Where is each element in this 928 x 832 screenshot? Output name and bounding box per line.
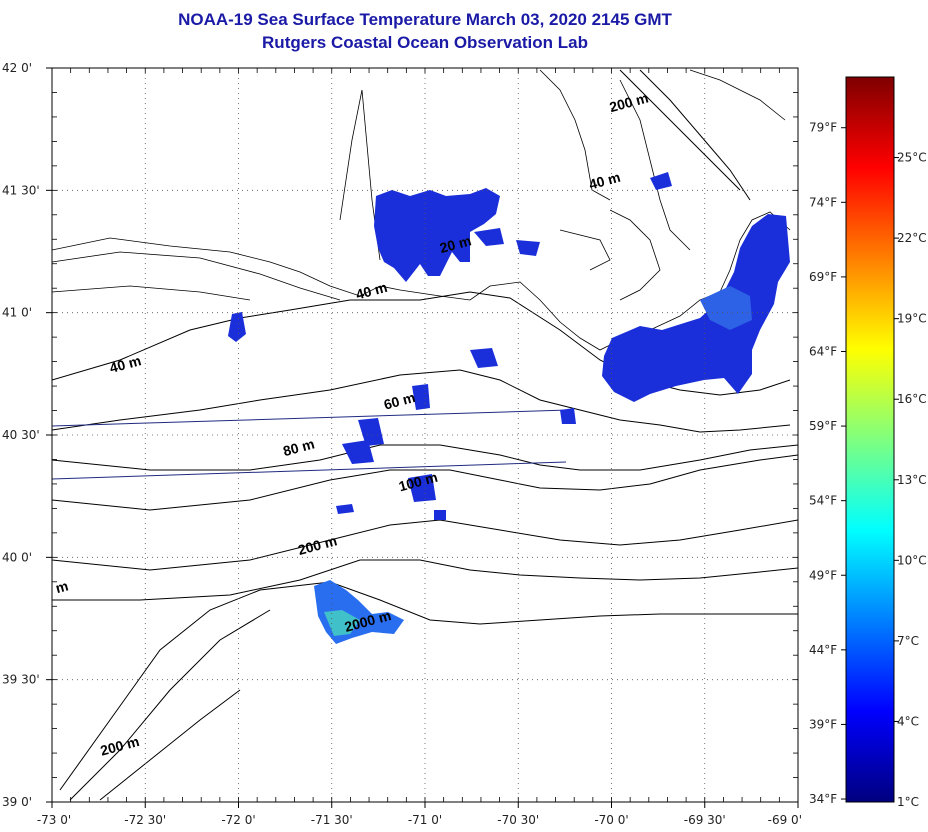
depth-label: 40 m [587,169,622,193]
celsius-label: 7°C [897,634,919,648]
sst-patch-dot-2 [434,510,446,520]
lon-tick-label: -69 0' [768,813,802,827]
coastline [52,69,791,351]
fahrenheit-label: 74°F [809,195,837,209]
lon-tick-label: -69 30' [684,813,726,827]
lon-tick-label: -71 30' [311,813,353,827]
lat-tick-label: 41 30' [2,183,40,197]
celsius-label: 13°C [897,473,927,487]
sst-data [228,172,790,644]
lat-tick-label: 39 30' [2,673,40,687]
depth-label: 40 m [354,279,389,303]
lat-tick-label: 42 0' [2,61,32,75]
fahrenheit-label: 69°F [809,270,837,284]
track-line-upper [51,409,569,427]
depth-label: 40 m [108,352,143,376]
colorbar: 34°F 39°F 44°F 49°F 54°F 59°F 64°F 69°F 74°F 79°F… [809,76,927,809]
lon-tick-label: -72 0' [221,813,255,827]
longitude-axis: -73 0' -72 30' -72 0' -71 30' -71 0' -70 30' -… [37,68,802,827]
lon-tick-label: -71 0' [408,813,442,827]
fahrenheit-label: 64°F [809,344,837,358]
satellite-track-lines [51,409,569,480]
fahrenheit-label: 34°F [809,792,837,806]
sst-patch-mid-1 [412,384,430,410]
sst-patch-cape-tip [650,172,672,190]
depth-label: m [54,577,70,596]
graticule [52,68,798,802]
lon-tick-label: -70 0' [594,813,628,827]
sst-patch-mid-5 [470,348,498,368]
lat-tick-label: 40 30' [2,428,40,442]
fahrenheit-label: 54°F [809,494,837,508]
colorbar-gradient [845,76,895,803]
sst-patch-block-island [228,312,246,342]
fahrenheit-label: 59°F [809,419,837,433]
depth-label: 80 m [281,435,316,459]
track-line-lower [51,461,567,480]
sst-patch-mid-2 [358,418,384,446]
lon-tick-label: -72 30' [124,813,166,827]
celsius-label: 4°C [897,714,919,728]
celsius-label: 22°C [897,231,927,245]
depth-label: 200 m [608,89,650,115]
sst-patch-nantucket [602,214,790,402]
sst-patch-mid-6 [560,408,576,424]
sst-patch-small-2 [516,240,540,256]
sst-patch-buzzards-bay [374,188,500,282]
fahrenheit-label: 79°F [809,121,837,135]
lon-tick-label: -73 0' [37,813,71,827]
sst-patch-mid-3 [342,440,374,464]
lon-tick-label: -70 30' [497,813,539,827]
depth-label: 200 m [296,532,338,558]
fahrenheit-label: 49°F [809,568,837,582]
sst-patch-small-1 [474,228,504,246]
depth-label: 200 m [98,733,140,759]
lat-tick-label: 41 0' [2,306,32,320]
depth-label: 60 m [382,389,417,413]
latitude-axis: 42 0' 41 30' 41 0' 40 30' 40 0' 39 30' 39 0' [2,61,798,809]
lat-tick-label: 39 0' [2,795,32,809]
map-subtitle: Rutgers Coastal Ocean Observation Lab [262,33,588,52]
celsius-label: 25°C [897,151,927,165]
sst-patch-dot-1 [336,504,354,514]
colorbar-celsius-labels: 1°C 4°C 7°C 10°C 13°C 16°C 19°C 22°C 25°C [894,151,927,809]
fahrenheit-label: 39°F [809,717,837,731]
lat-tick-label: 40 0' [2,550,32,564]
celsius-label: 1°C [897,795,919,809]
colorbar-fahrenheit-labels: 34°F 39°F 44°F 49°F 54°F 59°F 64°F 69°F 74°F 79°F [809,121,846,806]
fahrenheit-label: 44°F [809,643,837,657]
map-title: NOAA-19 Sea Surface Temperature March 03… [178,10,672,29]
celsius-label: 10°C [897,553,927,567]
celsius-label: 16°C [897,392,927,406]
bathymetry-contours [52,69,798,801]
sst-patch-offshore-warm [324,610,360,636]
sst-patch-mid-4 [408,474,436,502]
sst-patch-nantucket-inner [700,286,752,330]
celsius-label: 19°C [897,312,927,326]
depth-label: 20 m [438,232,473,256]
